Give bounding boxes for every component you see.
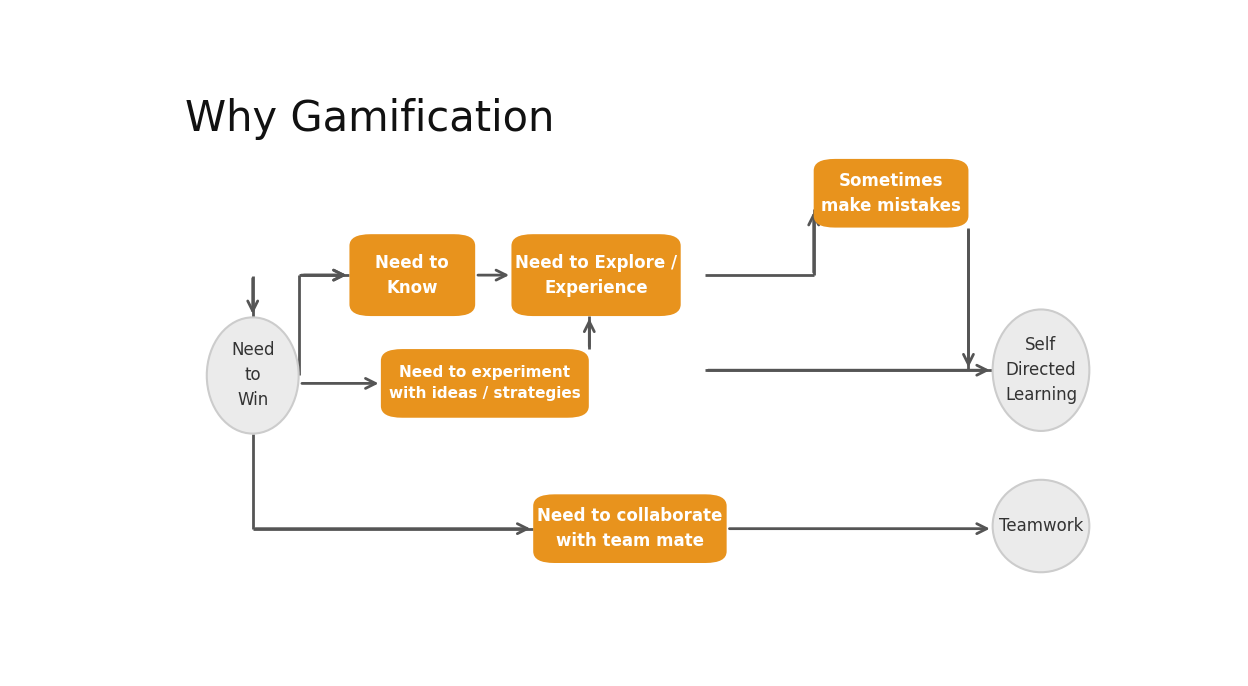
Ellipse shape (992, 309, 1090, 431)
Ellipse shape (207, 318, 298, 434)
Text: Self
Directed
Learning: Self Directed Learning (1005, 336, 1077, 404)
FancyBboxPatch shape (814, 159, 968, 228)
Text: Need to experiment
with ideas / strategies: Need to experiment with ideas / strategi… (389, 366, 580, 401)
Text: Need to collaborate
with team mate: Need to collaborate with team mate (537, 507, 723, 550)
FancyBboxPatch shape (533, 495, 726, 563)
Text: Sometimes
make mistakes: Sometimes make mistakes (821, 172, 961, 215)
FancyBboxPatch shape (349, 234, 475, 316)
FancyBboxPatch shape (512, 234, 680, 316)
Text: Need
to
Win: Need to Win (231, 342, 275, 410)
Text: Why Gamification: Why Gamification (185, 98, 554, 140)
Ellipse shape (992, 480, 1090, 572)
Text: Teamwork: Teamwork (998, 517, 1083, 535)
FancyBboxPatch shape (381, 349, 589, 418)
Text: Need to Explore /
Experience: Need to Explore / Experience (515, 254, 678, 296)
Text: Need to
Know: Need to Know (376, 254, 449, 296)
